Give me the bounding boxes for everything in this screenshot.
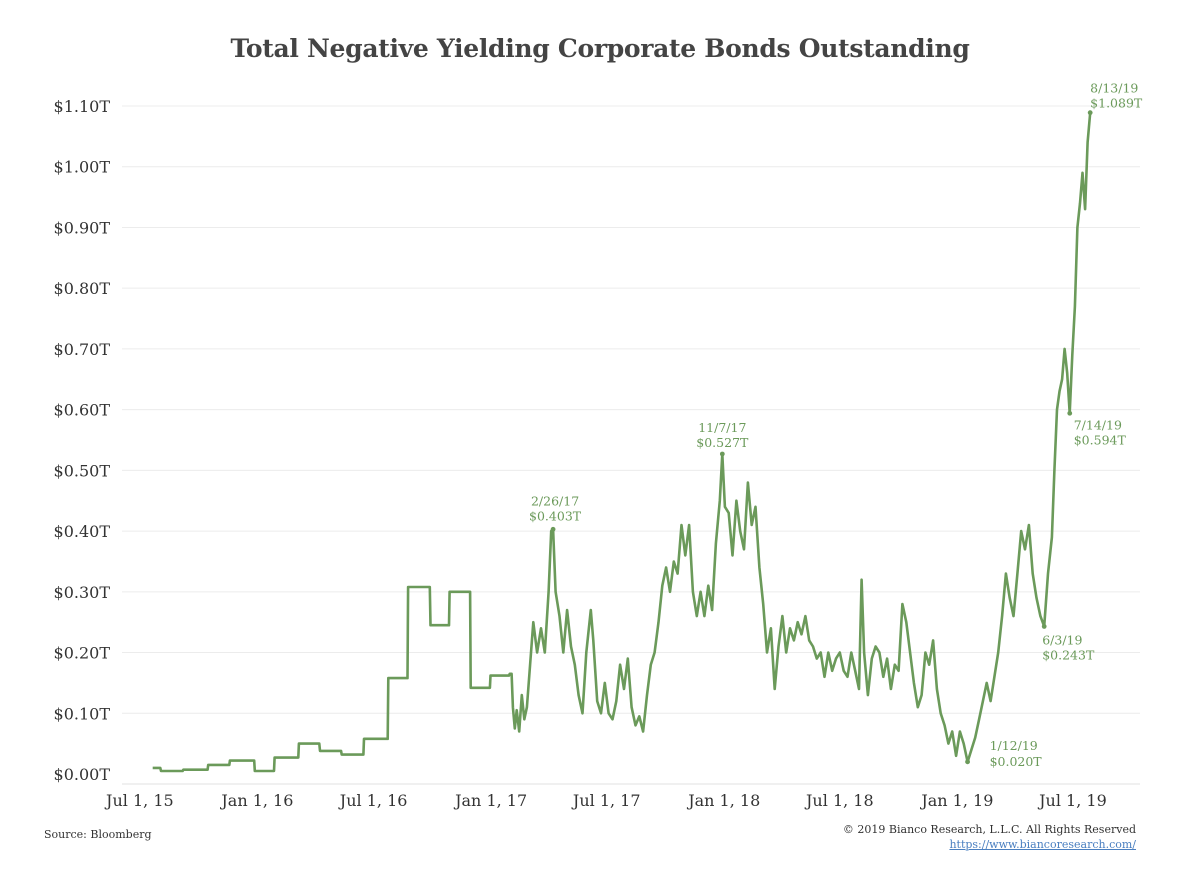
annotation-value: $1.089T (1090, 96, 1143, 111)
x-tick-label: Jan 1, 19 (919, 791, 993, 810)
annotation-marker (965, 759, 970, 765)
annotation-value: $0.020T (990, 754, 1043, 769)
annotation-value: $0.403T (529, 508, 582, 523)
x-tick-label: Jul 1, 16 (338, 791, 408, 810)
chart-title: Total Negative Yielding Corporate Bonds … (230, 34, 970, 63)
x-axis: Jul 1, 15 Jan 1, 16 Jul 1, 16 Jan 1, 17 Jul … (104, 791, 1107, 810)
series-line-0 (152, 112, 1092, 773)
annotation-value: $0.594T (1074, 432, 1127, 447)
y-tick-label: $0.10T (54, 704, 111, 723)
y-tick-label: $1.00T (54, 158, 111, 177)
y-tick-label: $0.80T (54, 279, 111, 298)
x-tick-label: Jul 1, 19 (1037, 791, 1107, 810)
x-tick-label: Jul 1, 18 (804, 791, 874, 810)
gridlines (122, 105, 1140, 785)
annotation-date: 11/7/17 (698, 420, 746, 435)
y-axis: $0.00T $0.10T $0.20T $0.30T $0.40T $0.50T $0.6… (54, 97, 111, 784)
copyright-text: © 2019 Bianco Research, L.L.C. All Right… (842, 823, 1136, 836)
y-tick-label: $0.30T (54, 583, 111, 602)
x-tick-label: Jul 1, 17 (571, 791, 641, 810)
annotation-marker (1067, 410, 1073, 416)
x-tick-label: Jan 1, 16 (219, 791, 293, 810)
y-tick-label: $0.20T (54, 644, 111, 663)
y-tick-label: $0.90T (54, 218, 111, 237)
annotation-marker (550, 526, 556, 532)
annotation-value: $0.527T (696, 435, 749, 450)
annotation-date: 7/14/19 (1074, 417, 1122, 432)
y-tick-label: $0.70T (54, 340, 111, 359)
annotations: 2/26/17$0.403T 11/7/17$0.527T 1/12/19$0.02… (529, 81, 1143, 769)
source-note: Source: Bloomberg (44, 828, 152, 841)
x-tick-label: Jul 1, 15 (104, 791, 174, 810)
y-tick-label: $0.00T (54, 765, 111, 784)
series-layer (152, 112, 1092, 773)
annotation-date: 2/26/17 (531, 493, 579, 508)
y-tick-label: $0.50T (54, 461, 111, 480)
x-tick-label: Jan 1, 18 (686, 791, 760, 810)
annotation-marker (1087, 110, 1093, 116)
y-tick-label: $1.10T (54, 97, 111, 116)
annotation-date: 8/13/19 (1090, 81, 1138, 96)
annotation-date: 1/12/19 (990, 738, 1038, 753)
annotation-date: 6/3/19 (1042, 632, 1082, 647)
annotation-value: $0.243T (1042, 647, 1095, 662)
copyright-block: © 2019 Bianco Research, L.L.C. All Right… (843, 822, 1136, 852)
y-tick-label: $0.40T (54, 522, 111, 541)
y-tick-label: $0.60T (54, 401, 111, 420)
website-link[interactable]: https://www.biancoresearch.com/ (949, 838, 1136, 851)
annotation-marker (1041, 624, 1047, 629)
x-tick-label: Jan 1, 17 (453, 791, 527, 810)
annotation-marker (719, 451, 725, 457)
